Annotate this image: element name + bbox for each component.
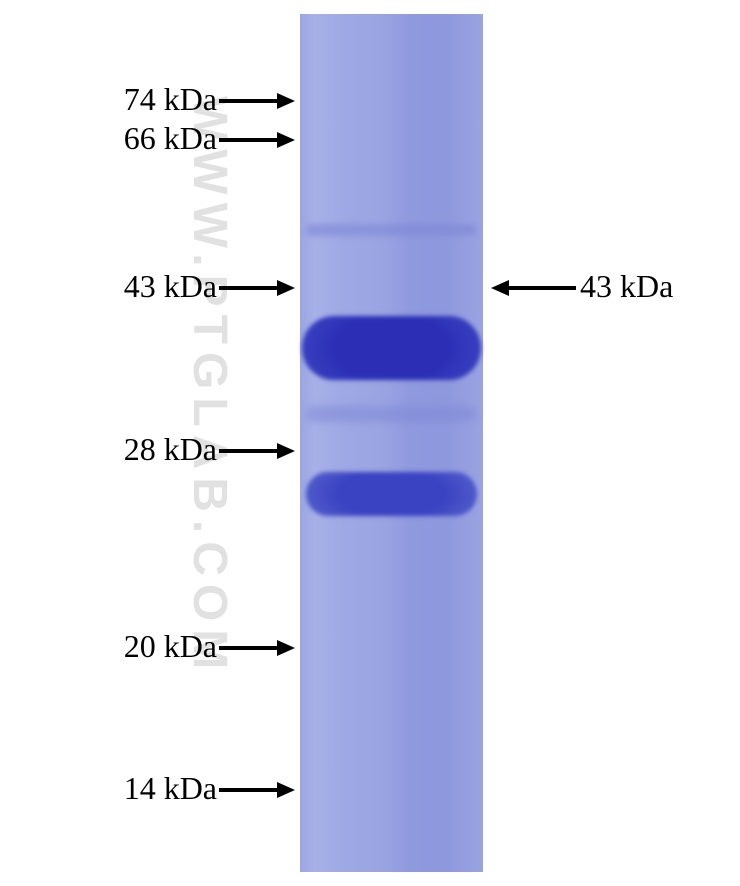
mw-arrow-1-head bbox=[277, 132, 295, 148]
mw-label-28kda: 28 kDa bbox=[0, 431, 217, 468]
right-callout-arrow-head bbox=[491, 280, 509, 296]
mw-label-14kda: 14 kDa bbox=[0, 770, 217, 807]
mw-arrow-4-head bbox=[277, 640, 295, 656]
mw-arrow-0-head bbox=[277, 93, 295, 109]
mw-arrow-2-head bbox=[277, 280, 295, 296]
gel-figure: WWW.PTGLAB.COM74 kDa66 kDa43 kDa28 kDa20… bbox=[0, 0, 740, 886]
mw-arrow-3-head bbox=[277, 443, 295, 459]
mw-label-66kda: 66 kDa bbox=[0, 120, 217, 157]
mw-label-20kda: 20 kDa bbox=[0, 628, 217, 665]
right-callout-label: 43 kDa bbox=[580, 268, 673, 305]
mw-label-43kda: 43 kDa bbox=[0, 268, 217, 305]
mw-arrow-5-head bbox=[277, 782, 295, 798]
mw-label-74kda: 74 kDa bbox=[0, 81, 217, 118]
